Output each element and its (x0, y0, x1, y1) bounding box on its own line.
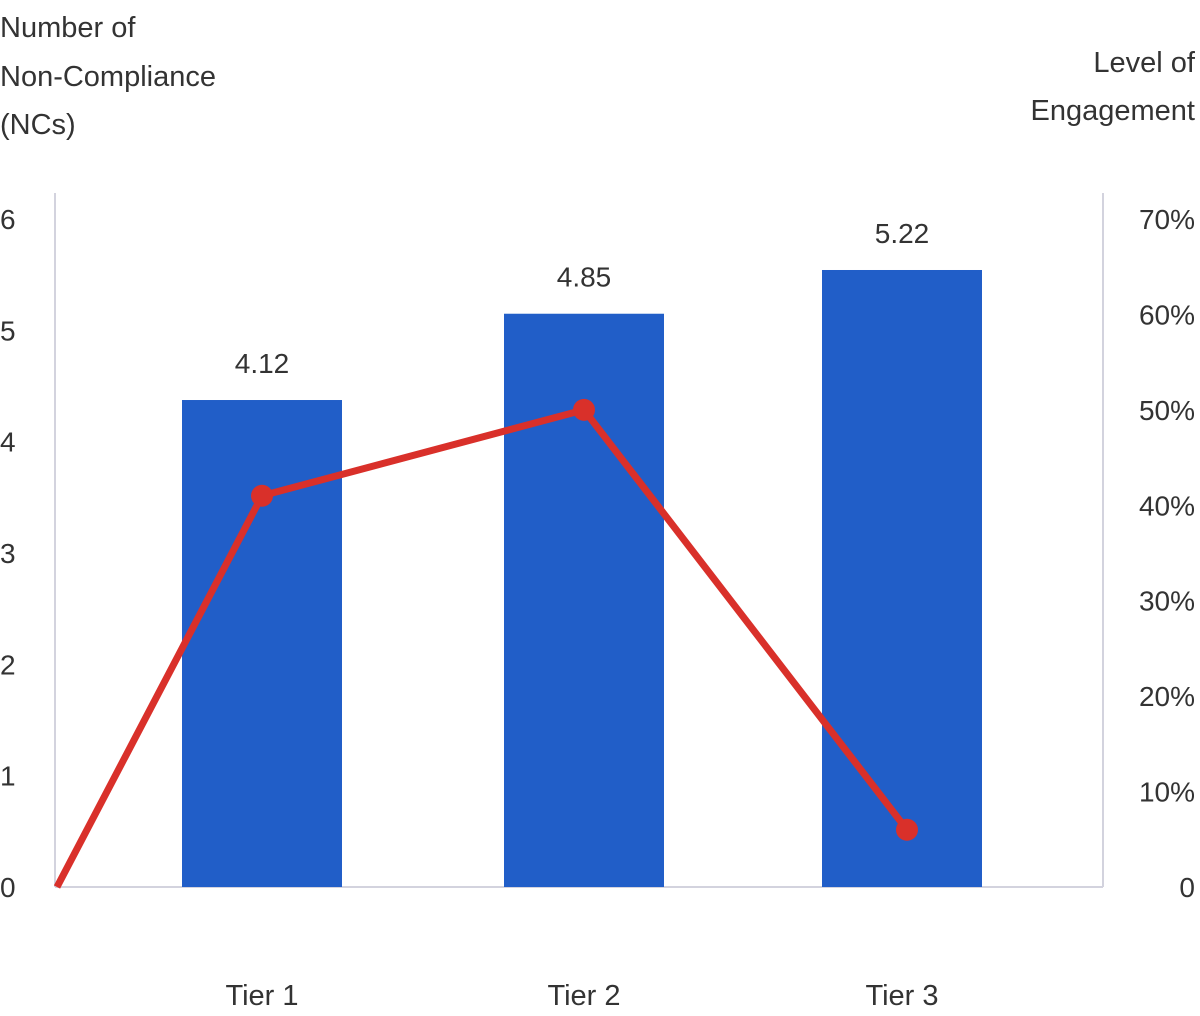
right-axis-title-line-2: Engagement (1031, 95, 1195, 127)
left-axis-title-line-3: (NCs) (0, 109, 76, 141)
left-axis-title-line-2: Non-Compliance (0, 61, 216, 93)
right-tick-label: 0 (1179, 872, 1195, 903)
right-axis-title: Level of Engagement (1031, 47, 1196, 127)
left-tick-label: 3 (0, 538, 16, 569)
right-tick-label: 40% (1139, 490, 1195, 521)
bar-data-label: 5.22 (875, 218, 930, 249)
right-tick-label: 30% (1139, 586, 1195, 617)
line-marker (251, 484, 273, 507)
left-axis-title-line-1: Number of (0, 12, 136, 44)
right-tick-label: 20% (1139, 681, 1195, 712)
category-label: Tier 1 (225, 980, 298, 1012)
right-tick-label: 10% (1139, 777, 1195, 808)
category-labels: Tier 1 Tier 2 Tier 3 (225, 980, 938, 1012)
bar (822, 269, 982, 888)
bar-data-labels: 4.12 4.85 5.22 (235, 218, 930, 379)
bar-data-label: 4.12 (235, 348, 290, 379)
right-tick-label: 60% (1139, 299, 1195, 330)
bar-data-label: 4.85 (557, 262, 612, 293)
category-label: Tier 2 (547, 980, 620, 1012)
category-label: Tier 3 (865, 980, 938, 1012)
right-tick-label: 70% (1139, 204, 1195, 235)
right-tick-label: 50% (1139, 395, 1195, 426)
line-series (53, 406, 910, 889)
left-tick-label: 5 (0, 315, 16, 346)
left-tick-label: 2 (0, 649, 16, 680)
left-tick-label: 1 (0, 761, 16, 792)
line-marker (896, 818, 918, 841)
left-tick-labels: 0 1 2 3 4 5 6 (0, 204, 16, 903)
bar (182, 400, 342, 887)
right-axis-title-line-1: Level of (1093, 47, 1196, 79)
right-tick-labels: 0 10% 20% 30% 40% 50% 60% 70% (1139, 204, 1195, 903)
left-axis-title: Number of Non-Compliance (NCs) (0, 12, 216, 141)
line-marker (573, 398, 595, 421)
left-tick-label: 4 (0, 427, 16, 458)
bars (182, 269, 982, 888)
left-tick-label: 0 (0, 872, 16, 903)
engagement-line (53, 398, 918, 889)
left-tick-label: 6 (0, 204, 16, 235)
